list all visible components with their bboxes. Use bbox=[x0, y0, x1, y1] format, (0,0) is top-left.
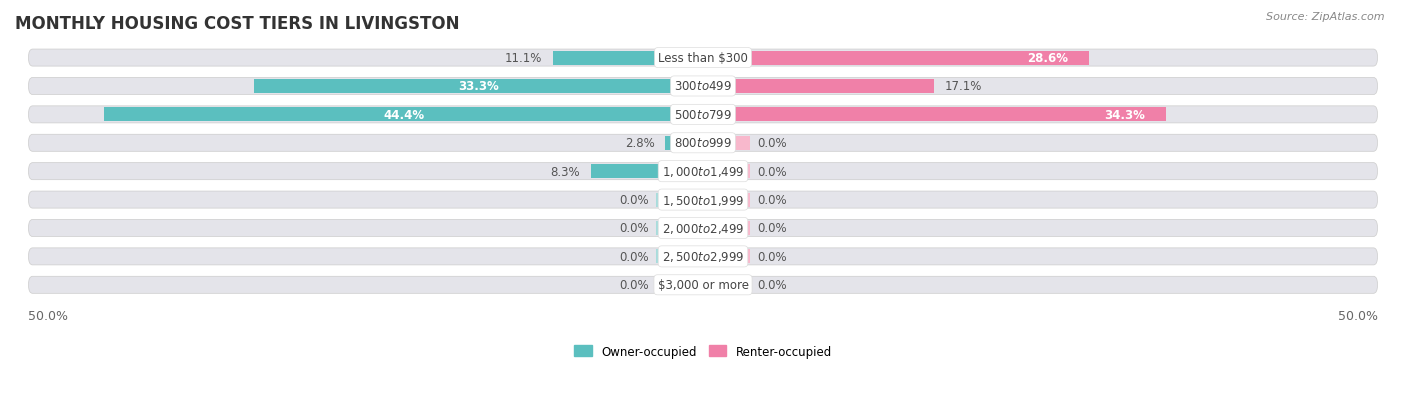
FancyBboxPatch shape bbox=[28, 192, 1378, 209]
FancyBboxPatch shape bbox=[28, 78, 1378, 95]
Text: $2,500 to $2,999: $2,500 to $2,999 bbox=[662, 250, 744, 264]
FancyBboxPatch shape bbox=[28, 50, 1378, 67]
FancyBboxPatch shape bbox=[28, 135, 1378, 152]
Bar bbox=[253, 80, 703, 94]
Bar bbox=[591, 165, 703, 179]
Text: 34.3%: 34.3% bbox=[1105, 109, 1146, 121]
Text: Source: ZipAtlas.com: Source: ZipAtlas.com bbox=[1267, 12, 1385, 22]
FancyBboxPatch shape bbox=[28, 277, 1378, 294]
Legend: Owner-occupied, Renter-occupied: Owner-occupied, Renter-occupied bbox=[569, 340, 837, 363]
FancyBboxPatch shape bbox=[28, 107, 1378, 123]
Text: 0.0%: 0.0% bbox=[620, 279, 650, 292]
Text: 0.0%: 0.0% bbox=[620, 194, 650, 206]
Text: MONTHLY HOUSING COST TIERS IN LIVINGSTON: MONTHLY HOUSING COST TIERS IN LIVINGSTON bbox=[15, 15, 460, 33]
Bar bbox=[703, 52, 1088, 65]
Text: 2.8%: 2.8% bbox=[624, 137, 654, 150]
Bar bbox=[655, 278, 703, 292]
Text: $500 to $799: $500 to $799 bbox=[673, 109, 733, 121]
Text: Less than $300: Less than $300 bbox=[658, 52, 748, 65]
FancyBboxPatch shape bbox=[28, 220, 1378, 237]
FancyBboxPatch shape bbox=[28, 163, 1378, 180]
Text: 0.0%: 0.0% bbox=[756, 165, 786, 178]
Bar bbox=[703, 278, 751, 292]
Bar bbox=[703, 80, 934, 94]
Bar bbox=[655, 221, 703, 235]
Bar bbox=[655, 193, 703, 207]
Text: $1,500 to $1,999: $1,500 to $1,999 bbox=[662, 193, 744, 207]
Bar bbox=[655, 250, 703, 264]
Text: 44.4%: 44.4% bbox=[382, 109, 425, 121]
Text: 50.0%: 50.0% bbox=[1337, 309, 1378, 322]
Text: 0.0%: 0.0% bbox=[756, 279, 786, 292]
Bar bbox=[703, 108, 1166, 122]
Text: 0.0%: 0.0% bbox=[756, 222, 786, 235]
Text: 0.0%: 0.0% bbox=[756, 137, 786, 150]
Bar bbox=[703, 221, 751, 235]
Bar bbox=[703, 165, 751, 179]
Text: $3,000 or more: $3,000 or more bbox=[658, 279, 748, 292]
Text: 33.3%: 33.3% bbox=[458, 80, 499, 93]
Text: $2,000 to $2,499: $2,000 to $2,499 bbox=[662, 221, 744, 235]
Text: $800 to $999: $800 to $999 bbox=[673, 137, 733, 150]
Text: $300 to $499: $300 to $499 bbox=[673, 80, 733, 93]
Bar bbox=[703, 193, 751, 207]
Text: 8.3%: 8.3% bbox=[551, 165, 581, 178]
Text: 0.0%: 0.0% bbox=[620, 250, 650, 263]
Text: 0.0%: 0.0% bbox=[756, 250, 786, 263]
Bar bbox=[553, 52, 703, 65]
Text: 0.0%: 0.0% bbox=[756, 194, 786, 206]
FancyBboxPatch shape bbox=[28, 248, 1378, 265]
Text: 50.0%: 50.0% bbox=[28, 309, 69, 322]
Bar bbox=[104, 108, 703, 122]
Text: $1,000 to $1,499: $1,000 to $1,499 bbox=[662, 165, 744, 179]
Bar bbox=[665, 136, 703, 150]
Text: 28.6%: 28.6% bbox=[1028, 52, 1069, 65]
Text: 0.0%: 0.0% bbox=[620, 222, 650, 235]
Bar bbox=[703, 250, 751, 264]
Bar bbox=[703, 136, 751, 150]
Text: 11.1%: 11.1% bbox=[505, 52, 543, 65]
Text: 17.1%: 17.1% bbox=[945, 80, 981, 93]
